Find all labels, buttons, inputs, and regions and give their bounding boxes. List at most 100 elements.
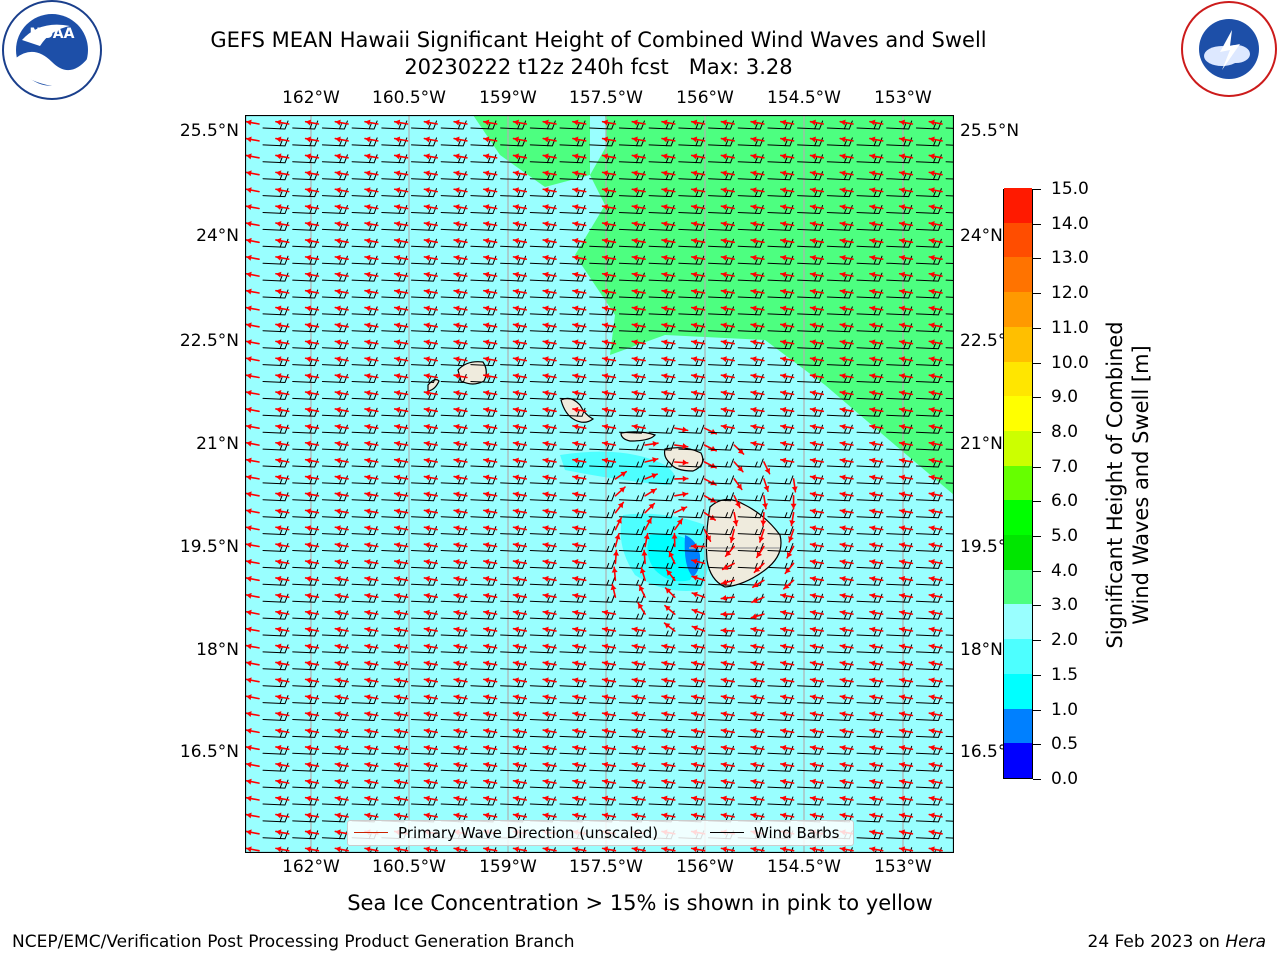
wave-arrowhead xyxy=(572,592,579,599)
wave-arrowhead xyxy=(764,467,771,474)
wind-barb xyxy=(411,458,437,468)
wind-barb xyxy=(321,526,348,536)
wave-arrowhead xyxy=(632,643,638,650)
wave-arrowhead xyxy=(275,305,282,312)
wind-barb xyxy=(708,238,734,248)
wave-arrowhead xyxy=(246,356,252,363)
wave-arrowhead xyxy=(632,153,638,160)
longitude-label-top: 153°W xyxy=(874,88,932,108)
colorbar-segment xyxy=(1004,708,1032,744)
wave-arrowhead xyxy=(572,373,579,380)
wave-arrowhead xyxy=(454,592,460,599)
wave-arrowhead xyxy=(780,423,787,430)
wind-barb xyxy=(559,272,586,282)
wave-arrowhead xyxy=(543,744,549,751)
wind-barb xyxy=(826,644,853,654)
wind-barb xyxy=(618,712,645,721)
wave-arrowhead xyxy=(763,485,770,492)
wind-barb xyxy=(856,272,883,282)
wave-arrowhead xyxy=(275,237,282,244)
wind-barb xyxy=(262,137,289,147)
wind-barb xyxy=(797,610,824,620)
wave-arrowhead xyxy=(869,390,876,396)
wind-barb xyxy=(262,610,289,620)
wind-barb xyxy=(292,323,319,333)
wave-arrowhead xyxy=(751,373,757,380)
wave-arrowhead xyxy=(810,187,816,194)
wave-arrowhead xyxy=(246,795,252,802)
wind-barb xyxy=(529,728,556,738)
wind-barb xyxy=(351,390,378,400)
wind-barb xyxy=(915,154,942,164)
wave-arrowhead xyxy=(483,474,490,481)
wind-barb xyxy=(767,407,794,417)
wind-barb xyxy=(559,289,586,299)
wind-barb xyxy=(826,796,853,806)
wind-barb xyxy=(945,161,954,163)
wind-barb xyxy=(411,272,437,282)
wind-barb xyxy=(529,796,556,806)
wave-arrowhead xyxy=(810,728,816,734)
wind-barb xyxy=(351,205,378,214)
wind-barb xyxy=(529,509,556,519)
wind-barb xyxy=(886,593,913,603)
colorbar-tick-label: 1.5 xyxy=(1051,664,1079,685)
wind-barb xyxy=(500,289,527,299)
wind-barb xyxy=(618,323,645,333)
wind-barb xyxy=(708,357,734,367)
wind-barb xyxy=(915,627,942,637)
wave-arrowhead xyxy=(424,136,430,143)
wind-barb xyxy=(856,509,883,519)
wind-barb xyxy=(945,313,954,315)
wind-barb xyxy=(292,188,319,198)
wind-barb xyxy=(886,407,913,417)
wave-arrowhead xyxy=(513,626,519,633)
wave-arrowhead xyxy=(572,491,579,498)
wind-barb xyxy=(826,745,853,755)
wave-arrowhead xyxy=(929,559,935,565)
wave-arrowhead xyxy=(899,187,906,194)
wave-arrowhead xyxy=(513,846,519,853)
wind-barb xyxy=(886,357,913,367)
wave-arrowhead xyxy=(305,136,312,143)
wind-barb xyxy=(856,830,883,840)
wind-barb xyxy=(678,644,705,654)
wave-arrowhead xyxy=(721,761,727,768)
wind-barb xyxy=(815,847,824,853)
wave-arrowhead xyxy=(424,373,430,380)
wind-barb xyxy=(737,509,764,519)
wind-barb xyxy=(945,347,954,349)
wave-arrowhead xyxy=(483,846,490,853)
wave-arrowhead xyxy=(641,550,648,556)
colorbar-tick-mark xyxy=(1033,362,1041,364)
wave-arrowhead xyxy=(682,426,688,433)
wave-arrowhead xyxy=(335,744,341,751)
wave-arrowhead xyxy=(246,525,252,532)
wind-barb xyxy=(945,837,954,839)
wave-arrowhead xyxy=(246,846,252,853)
colorbar-tick-mark xyxy=(1033,744,1041,746)
wind-barb xyxy=(856,154,883,164)
lee-region xyxy=(560,451,675,485)
wind-barb xyxy=(381,221,408,231)
wave-arrowhead xyxy=(572,728,579,734)
wave-arrowhead xyxy=(869,440,876,447)
wave-arrowhead xyxy=(483,153,490,160)
colorbar-segment xyxy=(1004,465,1032,501)
wave-arrowhead xyxy=(652,440,658,447)
wave-arrowhead xyxy=(721,254,727,261)
colorbar-tick-label: 10.0 xyxy=(1051,352,1089,373)
wave-arrowhead xyxy=(602,728,609,734)
wind-barb xyxy=(440,509,467,519)
wind-barb xyxy=(856,374,883,383)
wave-height-map xyxy=(245,115,954,853)
wave-arrowhead xyxy=(513,136,519,143)
wave-arrowhead xyxy=(483,254,490,261)
colorbar-segment xyxy=(1004,639,1032,674)
wind-barb xyxy=(678,695,705,705)
wind-barb xyxy=(351,357,378,367)
wave-arrowhead xyxy=(572,440,579,447)
wave-arrowhead xyxy=(929,761,935,768)
wind-barb xyxy=(737,745,764,755)
wind-barb xyxy=(440,644,467,654)
